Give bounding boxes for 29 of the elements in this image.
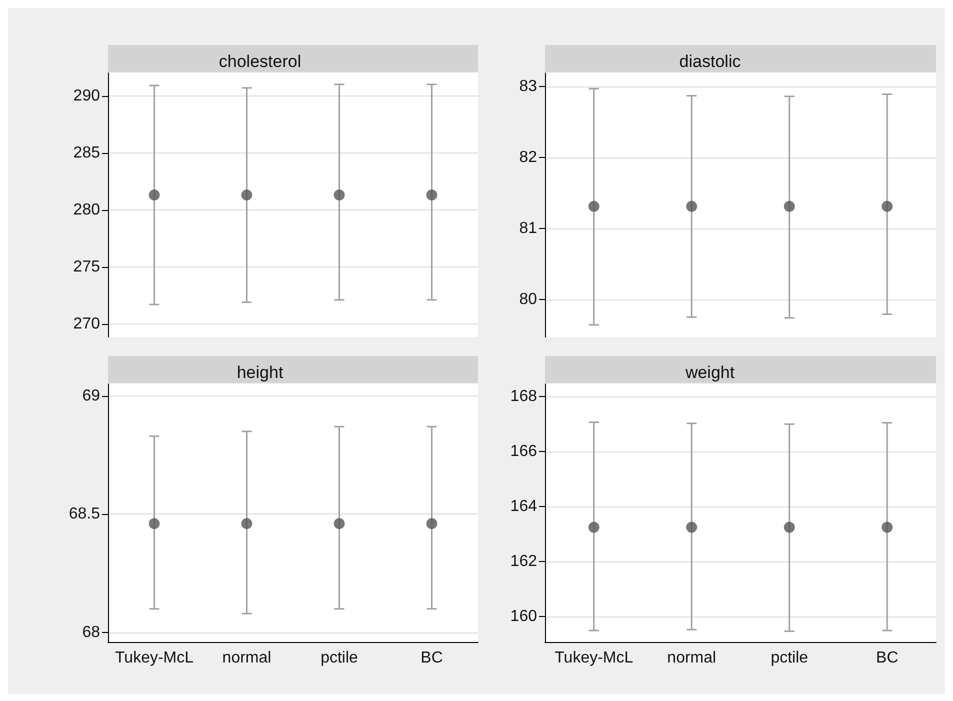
chart-title: diastolic (679, 52, 742, 71)
y-tick-label: 83 (519, 78, 538, 95)
y-tick-label: 168 (510, 388, 538, 406)
y-tick-label: 166 (510, 443, 538, 460)
y-tick-label: 80 (519, 290, 538, 308)
x-tick-label: Tukey-McL (554, 650, 634, 666)
y-tick-label: 68.5 (68, 506, 100, 523)
x-tick-label: pctile (770, 650, 808, 666)
y-tick-label: 160 (510, 608, 538, 626)
y-tick-label: 164 (510, 498, 538, 516)
chart-title: weight (684, 363, 735, 382)
x-tick-label: normal (222, 650, 272, 666)
y-tick-label: 162 (510, 553, 538, 570)
y-tick-label: 69 (82, 387, 100, 404)
y-tick-label: 82 (519, 148, 538, 166)
x-tick-label: normal (667, 650, 716, 666)
y-tick-label: 280 (73, 201, 100, 218)
x-tick-label: BC (876, 650, 898, 666)
y-tick-label: 290 (73, 87, 100, 104)
chart-title: height (236, 363, 284, 382)
y-tick-label: 285 (73, 144, 100, 162)
x-tick-label: pctile (320, 650, 358, 666)
y-tick-label: 270 (73, 315, 100, 332)
chart-title: cholesterol (218, 52, 302, 71)
y-tick-label: 275 (73, 258, 100, 276)
x-tick-label: Tukey-McL (114, 650, 194, 666)
y-tick-label: 81 (519, 220, 538, 237)
x-tick-label: BC (420, 650, 443, 666)
y-tick-label: 68 (82, 624, 100, 642)
